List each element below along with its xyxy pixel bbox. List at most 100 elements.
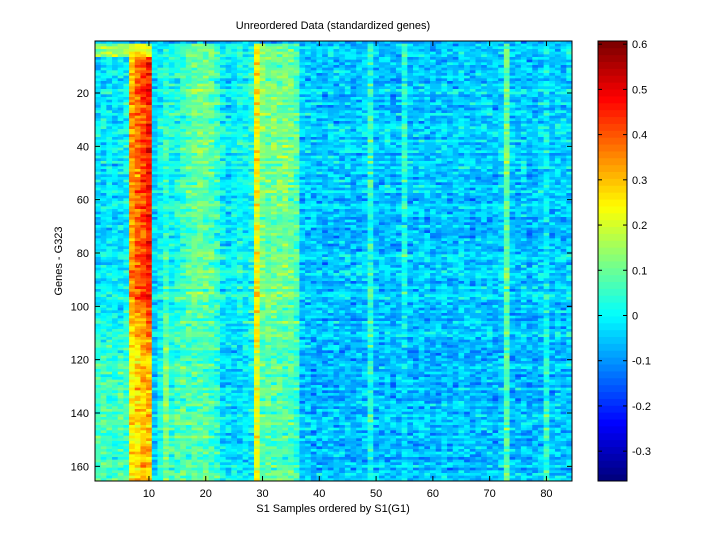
- heatmap-cell: [447, 193, 454, 197]
- heatmap-cell: [254, 166, 261, 170]
- heatmap-cell: [95, 46, 102, 50]
- heatmap-cell: [549, 153, 556, 157]
- heatmap-cell: [481, 150, 488, 154]
- heatmap-cell: [293, 163, 300, 167]
- heatmap-cell: [305, 70, 312, 74]
- heatmap-cell: [395, 110, 403, 114]
- heatmap-cell: [146, 49, 153, 53]
- heatmap-cell: [146, 187, 153, 191]
- heatmap-cell: [282, 185, 289, 189]
- heatmap-cell: [202, 94, 209, 98]
- heatmap-cell: [123, 129, 130, 133]
- heatmap-cell: [560, 187, 567, 191]
- heatmap-cell: [288, 107, 295, 111]
- heatmap-cell: [333, 163, 340, 167]
- heatmap-cell: [180, 107, 187, 111]
- heatmap-cell: [140, 49, 147, 53]
- heatmap-cell: [322, 105, 329, 109]
- heatmap-cell: [390, 81, 397, 85]
- heatmap-cell: [305, 73, 312, 77]
- heatmap-cell: [293, 193, 300, 197]
- heatmap-cell: [458, 145, 465, 149]
- heatmap-cell: [543, 70, 550, 74]
- heatmap-cell: [231, 134, 238, 138]
- heatmap-cell: [117, 105, 124, 109]
- heatmap-cell: [123, 78, 130, 82]
- heatmap-cell: [418, 94, 425, 98]
- heatmap-cell: [344, 174, 351, 178]
- heatmap-cell: [401, 131, 408, 135]
- heatmap-cell: [475, 166, 482, 170]
- heatmap-cell: [146, 115, 153, 119]
- heatmap-cell: [100, 161, 107, 165]
- heatmap-cell: [231, 126, 238, 130]
- heatmap-cell: [180, 89, 187, 93]
- heatmap-cell: [498, 185, 505, 189]
- heatmap-cell: [543, 59, 550, 63]
- heatmap-cell: [401, 51, 408, 55]
- heatmap-cell: [236, 179, 244, 183]
- heatmap-cell: [390, 91, 397, 95]
- heatmap-cell: [475, 110, 482, 114]
- heatmap-cell: [214, 177, 221, 181]
- heatmap-cell: [503, 131, 510, 135]
- heatmap-cell: [475, 91, 482, 95]
- heatmap-cell: [469, 121, 476, 125]
- heatmap-cell: [282, 177, 289, 181]
- heatmap-cell: [248, 89, 255, 93]
- heatmap-cell: [373, 153, 380, 157]
- heatmap-cell: [492, 161, 499, 165]
- heatmap-cell: [481, 123, 488, 127]
- heatmap-cell: [435, 91, 442, 95]
- heatmap-cell: [458, 123, 465, 127]
- heatmap-cell: [100, 131, 107, 135]
- heatmap-cell: [157, 73, 164, 77]
- heatmap-cell: [191, 115, 198, 119]
- heatmap-cell: [469, 134, 476, 138]
- heatmap-cell: [305, 105, 312, 109]
- heatmap-cell: [180, 113, 187, 117]
- heatmap-cell: [350, 118, 357, 122]
- heatmap-cell: [117, 171, 124, 175]
- heatmap-cell: [271, 70, 278, 74]
- heatmap-cell: [146, 123, 153, 127]
- heatmap-cell: [543, 94, 550, 98]
- heatmap-cell: [435, 67, 442, 71]
- heatmap-cell: [248, 121, 255, 125]
- heatmap-cell: [305, 169, 312, 173]
- heatmap-cell: [560, 153, 567, 157]
- heatmap-cell: [236, 97, 244, 101]
- heatmap-cell: [549, 86, 556, 90]
- heatmap-cell: [469, 118, 476, 122]
- heatmap-cell: [276, 41, 283, 45]
- heatmap-cell: [322, 41, 329, 45]
- heatmap-cell: [554, 51, 562, 55]
- heatmap-cell: [214, 174, 221, 178]
- heatmap-cell: [236, 150, 244, 154]
- heatmap-cell: [339, 41, 346, 45]
- heatmap-cell: [168, 59, 175, 63]
- heatmap-cell: [271, 161, 278, 165]
- heatmap-cell: [310, 147, 317, 151]
- heatmap-cell: [367, 155, 374, 159]
- heatmap-cell: [259, 134, 266, 138]
- heatmap-cell: [100, 150, 107, 154]
- heatmap-cell: [498, 190, 505, 194]
- heatmap-cell: [293, 51, 300, 55]
- heatmap-cell: [441, 115, 448, 119]
- heatmap-cell: [350, 163, 357, 167]
- heatmap-cell: [384, 62, 391, 66]
- heatmap-cell: [117, 169, 124, 173]
- heatmap-cell: [350, 169, 357, 173]
- heatmap-cell: [452, 57, 459, 61]
- heatmap-cell: [515, 89, 522, 93]
- heatmap-cell: [469, 51, 476, 55]
- heatmap-cell: [112, 99, 119, 103]
- heatmap-cell: [498, 179, 505, 183]
- heatmap-cell: [151, 126, 158, 130]
- heatmap-cell: [271, 190, 278, 194]
- heatmap-cell: [322, 158, 329, 162]
- heatmap-cell: [367, 102, 374, 106]
- heatmap-cell: [430, 126, 437, 130]
- heatmap-cell: [424, 49, 431, 53]
